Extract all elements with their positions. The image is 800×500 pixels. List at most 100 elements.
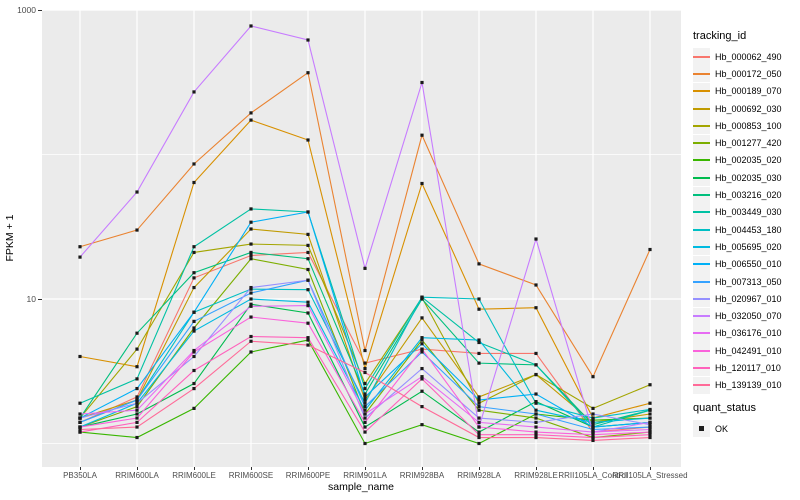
data-point [420, 423, 424, 427]
legend-key-line [693, 307, 710, 325]
quant-legend-title: quant_status [693, 402, 756, 414]
data-point [534, 306, 538, 310]
data-point [192, 310, 196, 314]
x-tick-label-RRIM600SE: RRIM600SE [228, 471, 274, 480]
legend-item-Hb_003449_030: Hb_003449_030 [693, 203, 782, 221]
legend-key-line [693, 290, 710, 308]
data-point [135, 412, 139, 416]
legend-label: Hb_000692_030 [715, 103, 782, 114]
data-point [534, 237, 538, 241]
x-tick-mark [479, 467, 480, 470]
data-point [534, 401, 538, 405]
y-tick-label: 10 [26, 294, 36, 304]
data-point [192, 276, 196, 280]
legend-color-line [693, 90, 710, 93]
legend-color-line [693, 384, 710, 387]
data-point [591, 420, 595, 424]
data-point [78, 420, 82, 424]
data-point [192, 368, 196, 373]
legend-item-Hb_005695_020: Hb_005695_020 [693, 238, 782, 256]
data-point [306, 304, 310, 308]
legend-item-Hb_042491_010: Hb_042491_010 [693, 342, 782, 360]
data-point [363, 425, 367, 429]
legend-item-Hb_000189_070: Hb_000189_070 [693, 82, 782, 100]
x-tick-label-RRII105LA_Control: RRII105LA_Control [558, 471, 628, 480]
legend-item-Hb_003216_020: Hb_003216_020 [693, 186, 782, 204]
data-point [135, 228, 139, 232]
data-point [192, 271, 196, 275]
data-point [135, 347, 139, 351]
legend-key-line [693, 186, 710, 204]
data-point [249, 334, 253, 339]
legend-item-Hb_000853_100: Hb_000853_100 [693, 117, 782, 135]
data-point [591, 427, 595, 432]
data-point [249, 207, 253, 211]
data-point [591, 438, 595, 443]
data-point [306, 232, 310, 236]
legend-title: tracking_id [693, 30, 747, 42]
legend-label: Hb_020967_010 [715, 293, 782, 304]
data-point [420, 181, 424, 186]
data-point [363, 386, 367, 391]
legend-label: Hb_004453_180 [715, 224, 782, 235]
data-point [420, 80, 424, 85]
data-point [249, 297, 253, 301]
data-point [306, 311, 310, 315]
data-point [78, 416, 82, 420]
data-point [420, 316, 424, 320]
data-point [420, 389, 424, 393]
data-point [420, 336, 424, 340]
data-point [477, 340, 481, 345]
legend-key-line [693, 134, 710, 152]
x-tick-label-RRII105LA_Stressed: RRII105LA_Stressed [612, 471, 688, 480]
legend-item-Hb_007313_050: Hb_007313_050 [693, 273, 782, 290]
x-tick-label-RRIM901LA: RRIM901LA [343, 471, 387, 480]
data-point [192, 285, 196, 290]
data-point [306, 336, 310, 340]
data-point [78, 245, 82, 249]
x-tick-label-RRIM928BA: RRIM928BA [399, 471, 445, 480]
x-tick-mark [422, 467, 423, 470]
legend-key-line [693, 203, 710, 221]
data-point [477, 398, 481, 402]
x-tick-mark [251, 467, 252, 470]
legend-key-line [693, 221, 710, 239]
data-point [534, 351, 538, 356]
data-point [306, 278, 310, 282]
legend-color-line [693, 176, 710, 179]
data-point [249, 304, 253, 308]
legend-item-Hb_000062_490: Hb_000062_490 [693, 48, 782, 66]
x-tick-mark [194, 467, 195, 470]
legend-key-line [693, 273, 710, 290]
data-point [249, 291, 253, 295]
legend-color-line [693, 366, 710, 369]
data-point [249, 242, 253, 246]
legend-label: Hb_006550_010 [715, 259, 782, 270]
data-point [363, 416, 367, 420]
data-point [363, 395, 367, 399]
data-point [363, 348, 367, 353]
data-point [648, 433, 652, 437]
data-point [534, 416, 538, 420]
data-point [420, 342, 424, 346]
data-point [648, 423, 652, 427]
data-point [192, 350, 196, 354]
quant-legend-items: OK [693, 420, 756, 438]
data-point [135, 425, 139, 429]
data-point [192, 381, 196, 386]
data-point [477, 408, 481, 412]
data-point [249, 250, 253, 255]
x-tick-mark [80, 467, 81, 470]
data-point [249, 220, 253, 224]
x-tick-mark [593, 467, 594, 470]
data-point [534, 399, 538, 404]
data-point [534, 412, 538, 416]
legend-key-line [693, 82, 710, 100]
data-point [363, 266, 367, 270]
data-point [420, 133, 424, 137]
y-tick-mark [38, 299, 42, 300]
legend-quant-status: quant_status OK [693, 402, 756, 438]
legend-color-line [693, 349, 710, 352]
data-point [648, 383, 652, 387]
data-point [78, 430, 82, 434]
